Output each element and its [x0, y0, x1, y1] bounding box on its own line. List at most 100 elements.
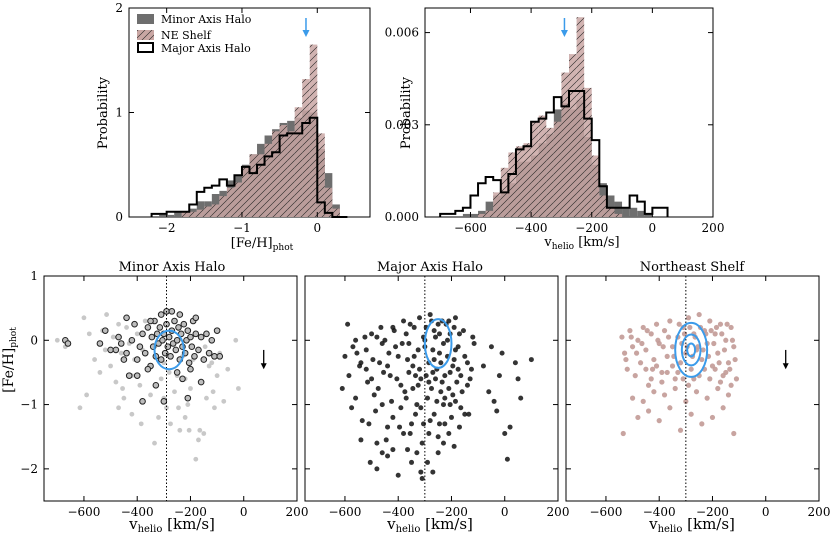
ne-shelf-bar-hatch: [309, 44, 318, 218]
minor-axis-point: [168, 421, 173, 427]
minor-axis-selected-point: [203, 330, 210, 338]
minor-axis-point: [156, 415, 161, 420]
ne-shelf-point: [649, 366, 656, 372]
scatter-ylabel: [Fe/H]phot: [1, 327, 19, 393]
x-tick-label: 200: [286, 505, 309, 519]
x-tick-label: −600: [328, 505, 361, 519]
minor-axis-selected-point: [159, 336, 166, 344]
minor-axis-title: Minor Axis Halo: [119, 260, 226, 275]
minor-axis-selected-point: [191, 353, 198, 360]
ne-shelf-point: [717, 379, 724, 385]
major-axis-point: [369, 331, 375, 337]
minor-axis-point: [120, 386, 125, 391]
ne-shelf-point: [677, 427, 684, 433]
major-axis-point: [427, 312, 433, 318]
minor-axis-selected-point: [184, 394, 192, 402]
ne-shelf-point: [661, 328, 668, 334]
ne-shelf-point: [677, 360, 684, 366]
ne-shelf-point: [724, 321, 730, 327]
minor-axis-selected-point: [157, 356, 165, 363]
minor-axis-selected-point: [187, 333, 194, 341]
fit-ellipse: [680, 333, 702, 367]
ne-shelf-point: [653, 321, 660, 327]
major-axis-point: [385, 424, 391, 430]
ne-shelf-bar-hatch: [508, 152, 516, 217]
minor-axis-selected-point: [175, 324, 182, 331]
major-axis-point: [468, 366, 474, 372]
major-axis-point: [425, 459, 431, 465]
major-axis-point: [353, 395, 359, 401]
minor-axis-selected-point: [139, 398, 146, 405]
kms-label: [km/s]: [574, 235, 620, 250]
ne-shelf-point: [728, 324, 734, 331]
minor-axis-point: [197, 427, 203, 433]
ne-shelf-point: [648, 331, 654, 337]
ne-shelf-bar-hatch: [234, 182, 242, 217]
major-axis-point: [434, 398, 440, 404]
major-axis-point: [379, 341, 385, 346]
x-tick-label: 200: [808, 505, 831, 519]
ne-shelf-point: [623, 356, 629, 363]
ne-shelf-point: [648, 376, 654, 382]
minor-axis-point: [172, 389, 177, 395]
ne-shelf-point: [696, 311, 702, 318]
major-axis-point: [339, 386, 345, 391]
major-axis-point: [426, 431, 432, 436]
major-axis-point: [398, 382, 404, 388]
minor-axis-selected-point: [96, 340, 104, 347]
ne-shelf-point: [712, 331, 718, 337]
ne-shelf-point: [651, 389, 657, 395]
ne-shelf-point: [688, 366, 694, 372]
minor-axis-point: [177, 427, 183, 433]
major-axis-point: [430, 347, 436, 353]
major-axis-point: [451, 357, 457, 363]
minor-axis-point: [201, 431, 207, 436]
minor-axis-point: [193, 456, 199, 462]
major-axis-point: [430, 469, 436, 475]
fit-ellipse: [153, 329, 185, 371]
major-axis-point: [409, 421, 415, 427]
ne-shelf-point: [635, 337, 641, 343]
x-tick-label: 0: [313, 221, 321, 235]
major-axis-point: [406, 341, 412, 346]
major-axis-point: [371, 392, 377, 398]
minor-axis-point: [104, 312, 109, 317]
major-axis-point: [435, 434, 441, 440]
minor-axis-point: [166, 370, 172, 375]
minor-axis-point: [97, 370, 103, 375]
ne-shelf-point: [728, 382, 734, 388]
minor-axis-selected-point: [200, 356, 208, 363]
legend-swatch-shelf-hatch: [137, 30, 154, 40]
y-tick-label: 1: [30, 269, 38, 283]
minor-axis-point: [110, 334, 116, 340]
mean-arrowhead: [560, 30, 568, 37]
major-axis-point: [399, 341, 405, 346]
x-tick-label: 0: [501, 505, 509, 519]
minor-axis-point: [188, 386, 193, 391]
major-axis-point: [436, 331, 442, 337]
minor-axis-point: [236, 386, 241, 391]
minor-axis-selected-point: [163, 320, 170, 328]
minor-axis-point: [54, 337, 60, 343]
minor-axis-point: [84, 392, 90, 398]
minor-axis-selected-point: [213, 327, 221, 334]
major-axis-point: [460, 328, 466, 334]
ne-shelf-point: [628, 334, 634, 340]
kms-label: [km/s]: [682, 515, 735, 533]
major-axis-point: [386, 350, 392, 356]
minor-axis-point: [206, 363, 212, 369]
x-tick-label: −200: [696, 505, 729, 519]
major-axis-point: [418, 376, 424, 382]
major-axis-step-line: [150, 116, 348, 218]
ne-shelf-point: [633, 350, 640, 356]
v-label: v: [386, 515, 396, 533]
minor-axis-point: [116, 405, 121, 411]
major-axis-point: [374, 334, 380, 340]
ne-shelf-point: [655, 337, 661, 343]
minor-axis-point: [202, 344, 208, 350]
major-axis-point: [462, 411, 468, 417]
minor-axis-point: [113, 379, 119, 385]
major-axis-point: [370, 357, 376, 363]
ne-shelf-bar-hatch: [189, 211, 197, 217]
minor-axis-point: [176, 405, 181, 411]
